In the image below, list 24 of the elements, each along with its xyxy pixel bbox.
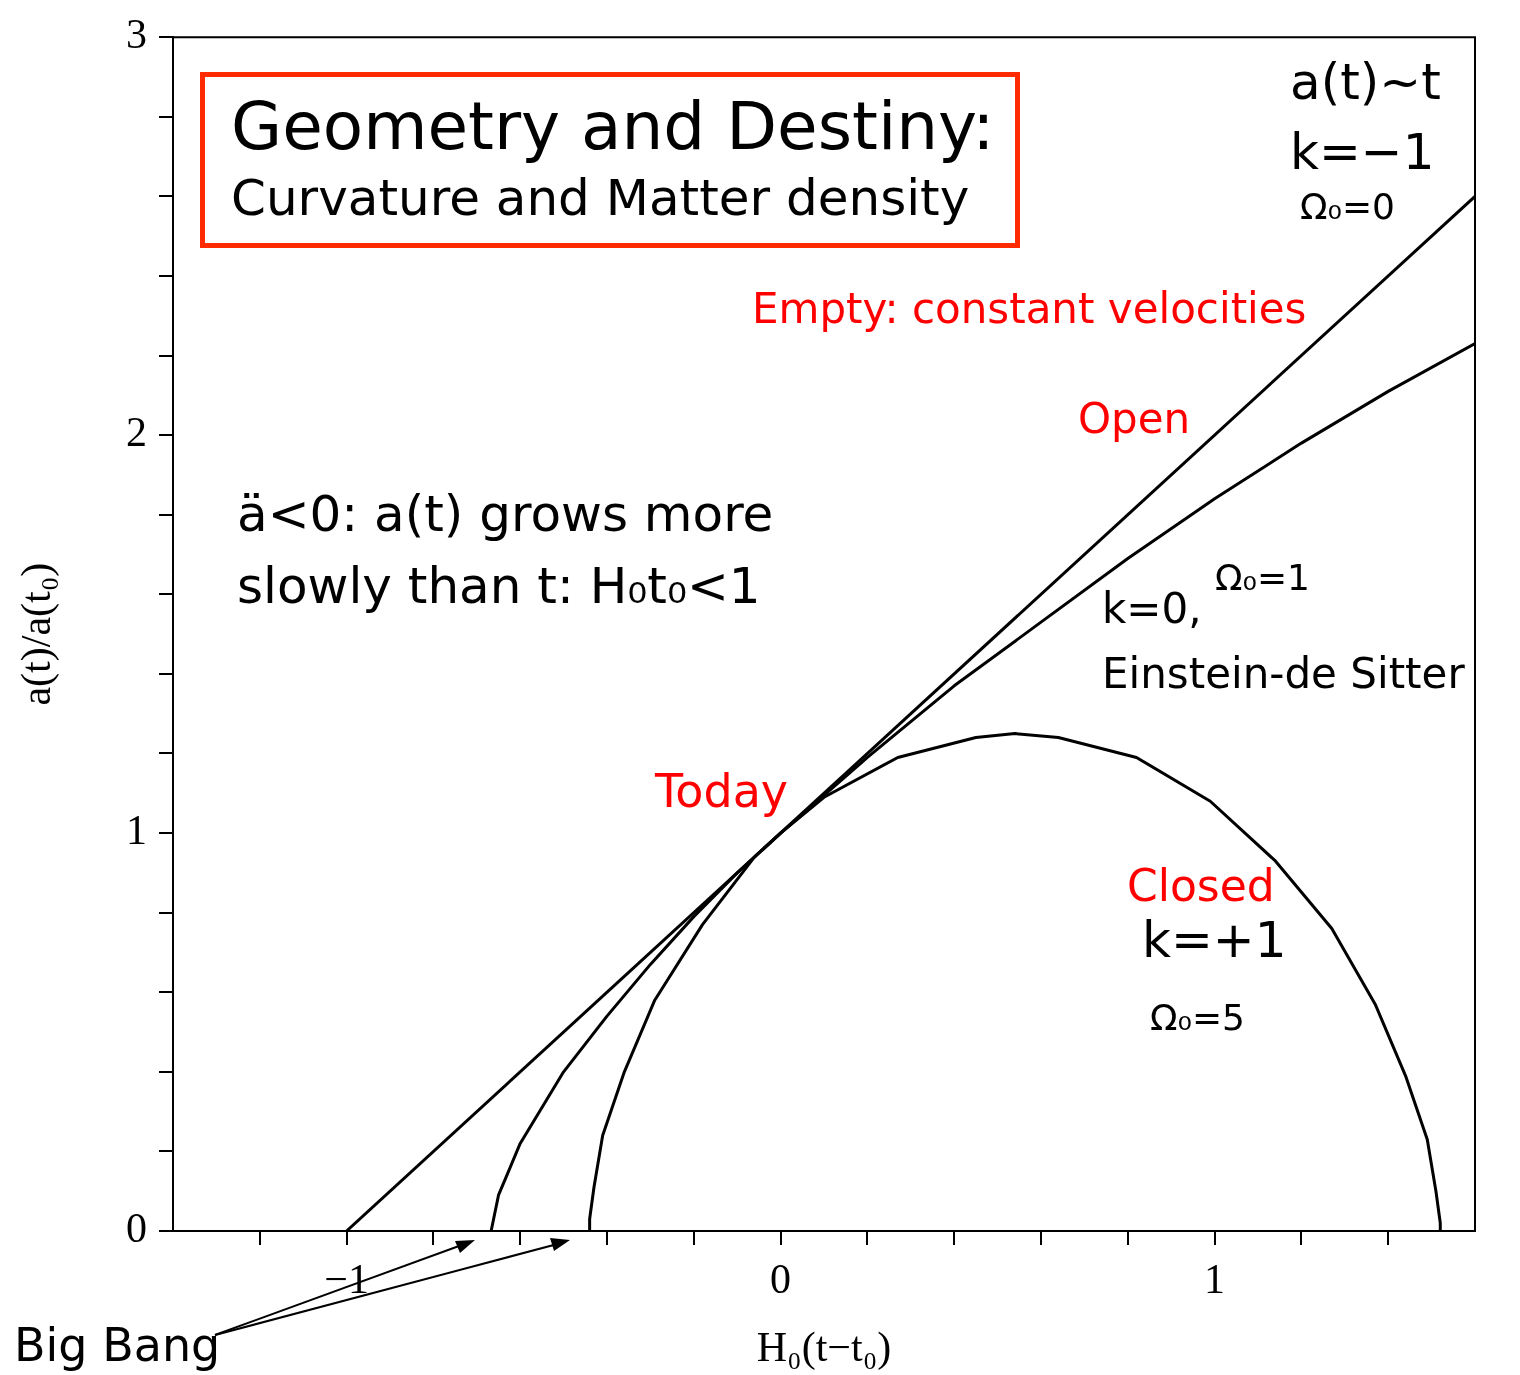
- annotation: ä<0: a(t) grows more slowly than t: H₀t₀<1: [237, 484, 775, 617]
- text: Big Bang: [14, 1318, 221, 1372]
- annotation: k=0,: [1102, 584, 1202, 635]
- annotation: Ω₀=5: [1150, 996, 1246, 1040]
- annotation: k=+1: [1142, 910, 1287, 970]
- y-tick-label: 0: [126, 1205, 147, 1252]
- y-tick-label: 3: [126, 11, 147, 58]
- text: Geometry and Destiny:: [231, 87, 995, 167]
- annotation: a(t)~t: [1290, 52, 1441, 112]
- annotation: Closed: [1127, 860, 1275, 913]
- annotation: Einstein-de Sitter: [1102, 649, 1465, 700]
- annotation: Today: [655, 764, 789, 820]
- x-axis-title: H₀(t−t₀): [756, 1323, 892, 1371]
- y-axis-title: a(t)/a(t₀): [13, 562, 61, 706]
- annotation: k=−1: [1290, 122, 1435, 182]
- x-tick-label: 1: [1204, 1256, 1226, 1303]
- y-tick-label: 2: [126, 409, 147, 456]
- y-tick-label: 1: [126, 807, 147, 854]
- annotation: Ω₀=1: [1215, 556, 1311, 600]
- annotation: Ω₀=0: [1300, 185, 1396, 229]
- text: Curvature and Matter density: [231, 168, 971, 229]
- annotation: Empty: constant velocities: [752, 284, 1307, 335]
- annotation: Open: [1078, 394, 1191, 445]
- x-tick-label: 0: [770, 1256, 792, 1303]
